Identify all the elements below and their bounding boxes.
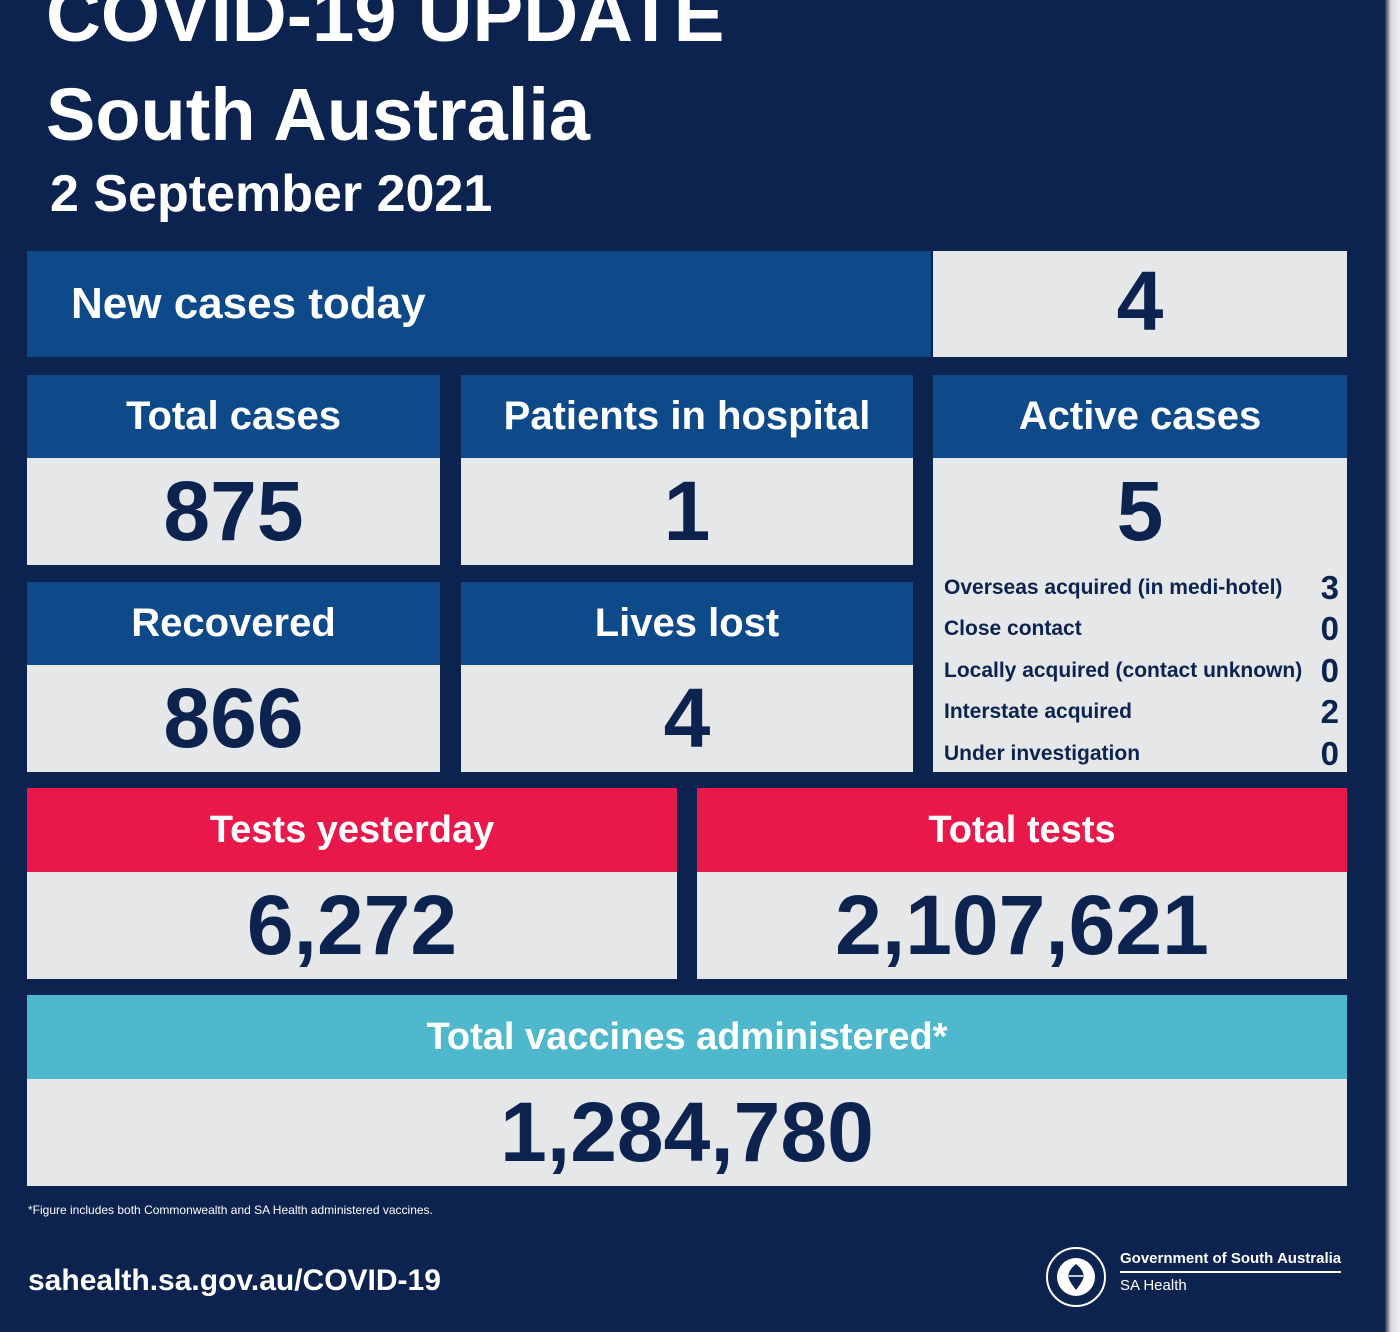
total-tests-value: 2,107,621 [697,872,1347,979]
lives-lost-value: 4 [461,665,913,772]
total-tests-label: Total tests [697,788,1347,872]
tests-yesterday-value: 6,272 [27,872,677,979]
vaccines-label: Total vaccines administered* [27,995,1347,1079]
recovered-value: 866 [27,665,440,772]
breakdown-row-interstate: Interstate acquired 2 [944,692,1339,734]
breakdown-label: Locally acquired (contact unknown) [944,658,1303,682]
government-logo: Government of South Australia SA Health [1045,1246,1350,1312]
lives-lost-label: Lives lost [461,582,913,665]
breakdown-row-close-contact: Close contact 0 [944,609,1339,651]
breakdown-value: 3 [1320,568,1339,606]
screen-edge [1385,0,1400,1332]
active-cases-breakdown: Overseas acquired (in medi-hotel) 3 Clos… [933,565,1347,772]
vaccines-value: 1,284,780 [27,1079,1347,1186]
new-cases-label: New cases today [27,251,931,357]
breakdown-value: 2 [1320,693,1339,731]
sa-seal-icon [1046,1247,1106,1307]
total-cases-value: 875 [27,458,440,565]
breakdown-row-under-investigation: Under investigation 0 [944,733,1339,775]
breakdown-label: Overseas acquired (in medi-hotel) [944,575,1283,599]
vaccines-footnote: *Figure includes both Commonwealth and S… [28,1203,433,1217]
breakdown-value: 0 [1320,734,1339,772]
page-title: COVID-19 UPDATE [46,0,725,58]
hospital-value: 1 [461,458,913,565]
total-cases-label: Total cases [27,375,440,458]
government-name: Government of South Australia [1120,1250,1342,1273]
hospital-label: Patients in hospital [461,375,913,458]
new-cases-value: 4 [933,251,1347,357]
breakdown-label: Close contact [944,617,1082,641]
breakdown-row-locally-acquired: Locally acquired (contact unknown) 0 [944,650,1339,692]
department-name: SA Health [1120,1277,1187,1294]
tests-yesterday-label: Tests yesterday [27,788,677,872]
breakdown-label: Under investigation [944,741,1141,765]
active-cases-label: Active cases [933,375,1347,458]
recovered-label: Recovered [27,582,440,665]
report-date: 2 September 2021 [50,165,493,223]
breakdown-value: 0 [1320,610,1339,648]
page-subtitle: South Australia [46,73,591,156]
active-cases-value: 5 [933,458,1347,565]
new-cases-label-text: New cases today [71,279,426,328]
breakdown-label: Interstate acquired [944,700,1132,724]
footer-url: sahealth.sa.gov.au/COVID-19 [28,1264,441,1297]
breakdown-row-overseas: Overseas acquired (in medi-hotel) 3 [944,567,1339,609]
breakdown-value: 0 [1320,651,1339,689]
